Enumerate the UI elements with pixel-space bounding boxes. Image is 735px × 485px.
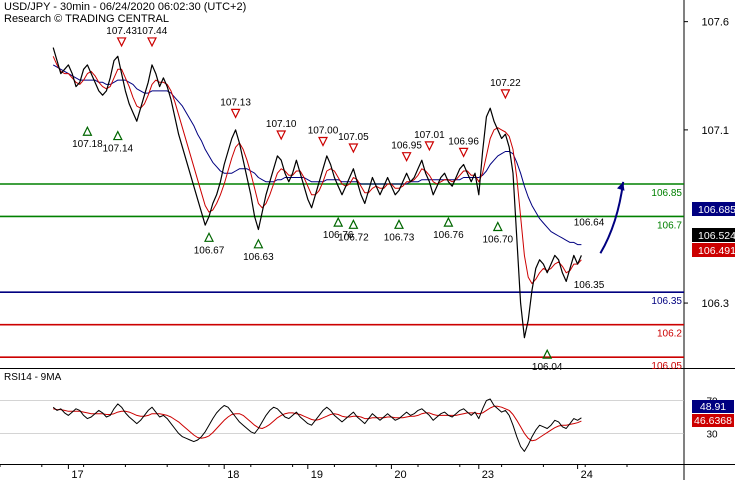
y-tick-label: 107.6 xyxy=(701,17,729,29)
resistance-label: 107.43 xyxy=(106,26,137,37)
level-annotation: 106.35 xyxy=(574,280,605,291)
support-marker xyxy=(492,221,503,232)
level-label: 106.7 xyxy=(657,220,682,231)
support-label: 106.67 xyxy=(194,245,225,256)
support-label: 106.70 xyxy=(483,234,514,245)
resistance-marker xyxy=(276,130,287,141)
price-tag-label: 106.685 xyxy=(698,204,735,216)
support-marker xyxy=(253,238,264,249)
level-label: 106.35 xyxy=(651,296,682,307)
x-tick-label: 18 xyxy=(227,469,239,480)
price-tag-box xyxy=(692,243,735,257)
forecast-arrowhead xyxy=(617,181,625,191)
resistance-marker xyxy=(348,143,359,154)
x-tick-label: 17 xyxy=(71,469,83,480)
series-rsi xyxy=(52,398,582,452)
support-label: 106.63 xyxy=(243,252,274,263)
support-label: 107.14 xyxy=(103,144,134,155)
support-label: 106.76 xyxy=(433,230,464,241)
price-tag-label: 106.491 xyxy=(698,245,735,257)
support-marker xyxy=(204,231,214,242)
support-marker xyxy=(333,216,344,227)
resistance-marker xyxy=(147,37,157,48)
support-label: 106.76 xyxy=(323,230,354,241)
resistance-label: 106.96 xyxy=(448,136,479,147)
y-tick-label: 106.3 xyxy=(701,298,729,310)
resistance-label: 107.01 xyxy=(414,130,445,141)
series-rsi-ma xyxy=(53,405,582,442)
support-label: 106.04 xyxy=(532,362,563,373)
resistance-marker xyxy=(424,141,435,152)
resistance-label: 106.95 xyxy=(391,141,422,152)
resistance-marker xyxy=(318,136,328,147)
resistance-marker xyxy=(230,108,241,119)
rsi-value-label: 48.91 xyxy=(700,401,726,413)
resistance-label: 107.22 xyxy=(490,78,521,89)
level-annotation: 106.64 xyxy=(574,217,605,228)
support-label: 107.18 xyxy=(72,139,103,150)
support-marker xyxy=(394,218,404,229)
resistance-marker xyxy=(116,37,127,48)
resistance-marker xyxy=(401,152,412,163)
x-tick-label: 24 xyxy=(581,469,593,480)
price-tag-box xyxy=(692,228,735,242)
chart-header-credit: Research © TRADING CENTRAL xyxy=(4,13,169,25)
support-label: 106.72 xyxy=(338,232,369,243)
level-label: 106.05 xyxy=(651,361,682,372)
support-marker xyxy=(112,130,123,141)
resistance-label: 107.44 xyxy=(137,26,168,37)
resistance-marker xyxy=(500,89,511,100)
level-label: 106.85 xyxy=(651,188,682,199)
level-label: 106.2 xyxy=(657,329,682,340)
series-ma-slow xyxy=(52,64,582,246)
series-price xyxy=(52,47,582,339)
resistance-label: 107.13 xyxy=(220,97,251,108)
chart-header-title: USD/JPY - 30min - 06/24/2020 06:02:30 (U… xyxy=(4,1,247,13)
price-tag-label: 106.524 xyxy=(698,230,735,242)
price-tag-box xyxy=(692,202,735,216)
support-marker xyxy=(82,125,93,136)
rsi-ma-value-box xyxy=(692,414,734,427)
y-tick-label: 107.1 xyxy=(701,125,729,137)
support-marker xyxy=(348,218,359,229)
support-marker xyxy=(443,216,454,227)
support-label: 106.73 xyxy=(384,232,415,243)
support-marker xyxy=(542,348,553,359)
rsi-title: RSI14 - 9MA xyxy=(4,372,62,383)
resistance-label: 107.10 xyxy=(266,119,297,130)
resistance-marker xyxy=(458,147,469,158)
x-tick-label: 20 xyxy=(394,469,406,480)
x-tick-label: 23 xyxy=(482,469,494,480)
rsi-tick-label: 30 xyxy=(706,429,718,440)
rsi-value-box xyxy=(692,400,734,413)
x-tick-label: 19 xyxy=(311,469,323,480)
resistance-label: 107.05 xyxy=(338,132,369,143)
rsi-ma-value-label: 46.6368 xyxy=(694,415,732,427)
resistance-label: 107.00 xyxy=(308,126,339,137)
